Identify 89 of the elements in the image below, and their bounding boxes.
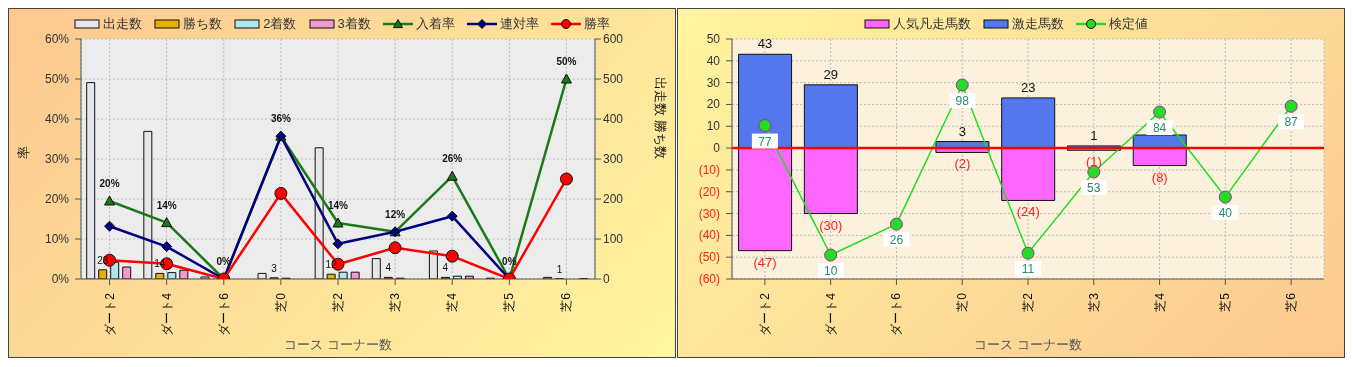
y-tick-label: (60) — [698, 272, 720, 286]
legend-label: 入着率 — [415, 15, 455, 33]
y2-tick-label: 100 — [603, 232, 624, 247]
legend-label: 連対率 — [499, 15, 539, 33]
y-tick-label: 20% — [44, 192, 70, 206]
x-tick-label: 芝2 — [1021, 292, 1035, 312]
y-tick-label: (50) — [698, 250, 720, 265]
y2-tick-label: 500 — [603, 72, 624, 87]
legend-label: 激走馬数 — [1012, 15, 1064, 33]
data-label: 3 — [958, 123, 967, 139]
x-tick-label: 芝0 — [955, 292, 970, 312]
y-tick-label: 60% — [44, 32, 70, 46]
data-label: 98 — [955, 93, 970, 108]
data-label: 36% — [270, 113, 291, 125]
data-label: 43 — [757, 36, 773, 52]
y2-tick-label: 200 — [603, 192, 624, 207]
y-tick-label: 30 — [706, 75, 721, 90]
data-label: 12% — [385, 208, 406, 220]
x-tick-label: 芝0 — [273, 292, 288, 312]
data-label: 14% — [327, 200, 349, 211]
data-label: 29 — [823, 66, 839, 82]
legend-label: 人気凡走馬数 — [893, 15, 971, 33]
legend-label: 勝率 — [583, 15, 610, 33]
data-label: 20% — [99, 178, 120, 189]
data-label: 77 — [758, 134, 772, 149]
data-label: (2) — [954, 156, 971, 172]
y-tick-label: 20 — [706, 97, 721, 112]
y-tick-label: 0 — [713, 141, 721, 156]
x-tick-label: 芝4 — [445, 292, 460, 312]
data-label: (1) — [1086, 154, 1102, 170]
data-label: (8) — [1151, 169, 1168, 185]
y2-tick-label: 400 — [603, 112, 624, 127]
y-tick-label: 50 — [706, 32, 721, 46]
y-tick-label: 10 — [706, 119, 721, 134]
data-label: 87 — [1284, 115, 1299, 130]
x-tick-label: ダート2 — [102, 292, 117, 336]
y-tick-label: (20) — [698, 184, 720, 199]
y-tick-label: 30% — [44, 152, 70, 166]
y2-axis-title: 出走数 勝ち数 — [653, 77, 669, 159]
legend-label: 勝ち数 — [183, 15, 223, 33]
x-tick-label: 芝3 — [388, 292, 403, 312]
legend-label: 出走数 — [103, 15, 143, 33]
x-tick-label: 芝4 — [1152, 292, 1167, 312]
x-tick-label: 芝3 — [1086, 292, 1101, 312]
y2-tick-label: 600 — [603, 32, 624, 47]
y-tick-label: (30) — [698, 206, 720, 221]
data-label: 1 — [556, 263, 563, 275]
legend-label: 検定値 — [1109, 15, 1148, 33]
y-tick-label: 40 — [706, 53, 721, 68]
data-label: 50% — [556, 56, 577, 67]
data-label: 11 — [1021, 262, 1035, 277]
x-axis-title: コース コーナー数 — [284, 337, 392, 352]
x-tick-label: 芝2 — [331, 292, 345, 312]
x-tick-label: 芝6 — [559, 292, 574, 312]
x-tick-label: ダート4 — [823, 292, 838, 336]
data-label: 26 — [889, 233, 904, 248]
y-tick-label: 50% — [44, 72, 70, 86]
data-label: 1 — [1090, 127, 1098, 143]
data-label: 10 — [823, 264, 838, 279]
x-tick-label: ダート6 — [889, 292, 904, 336]
y-tick-label: (10) — [698, 162, 720, 177]
data-label: 84 — [1152, 121, 1167, 136]
y2-tick-label: 0 — [603, 272, 610, 287]
data-label: (30) — [819, 217, 843, 233]
data-label: 3 — [271, 262, 278, 274]
data-label: 4 — [385, 262, 392, 274]
legend-label: 2着数 — [263, 15, 297, 33]
data-label: (24) — [1016, 204, 1040, 220]
x-tick-label: ダート4 — [159, 292, 174, 336]
x-axis-title: コース コーナー数 — [974, 337, 1082, 352]
data-label: 14% — [156, 199, 177, 211]
data-label: 53 — [1087, 180, 1101, 195]
y-axis-title: 率 — [15, 146, 31, 159]
x-tick-label: ダート2 — [757, 292, 772, 336]
data-label: 4 — [442, 262, 449, 274]
x-tick-label: 芝6 — [1284, 292, 1299, 312]
x-tick-label: ダート6 — [216, 292, 231, 336]
y-tick-label: 40% — [44, 112, 70, 126]
data-label: 26% — [442, 153, 463, 165]
y-tick-label: (40) — [698, 228, 720, 243]
data-label: (47) — [753, 254, 777, 270]
y-tick-label: 0% — [51, 272, 70, 286]
data-label: 23 — [1020, 79, 1036, 95]
y-tick-label: 10% — [44, 232, 70, 246]
y2-tick-label: 300 — [603, 152, 624, 167]
x-tick-label: 芝5 — [1218, 292, 1233, 312]
x-tick-label: 芝5 — [502, 292, 517, 312]
data-label: 40 — [1218, 206, 1233, 221]
legend-label: 3着数 — [337, 15, 371, 33]
